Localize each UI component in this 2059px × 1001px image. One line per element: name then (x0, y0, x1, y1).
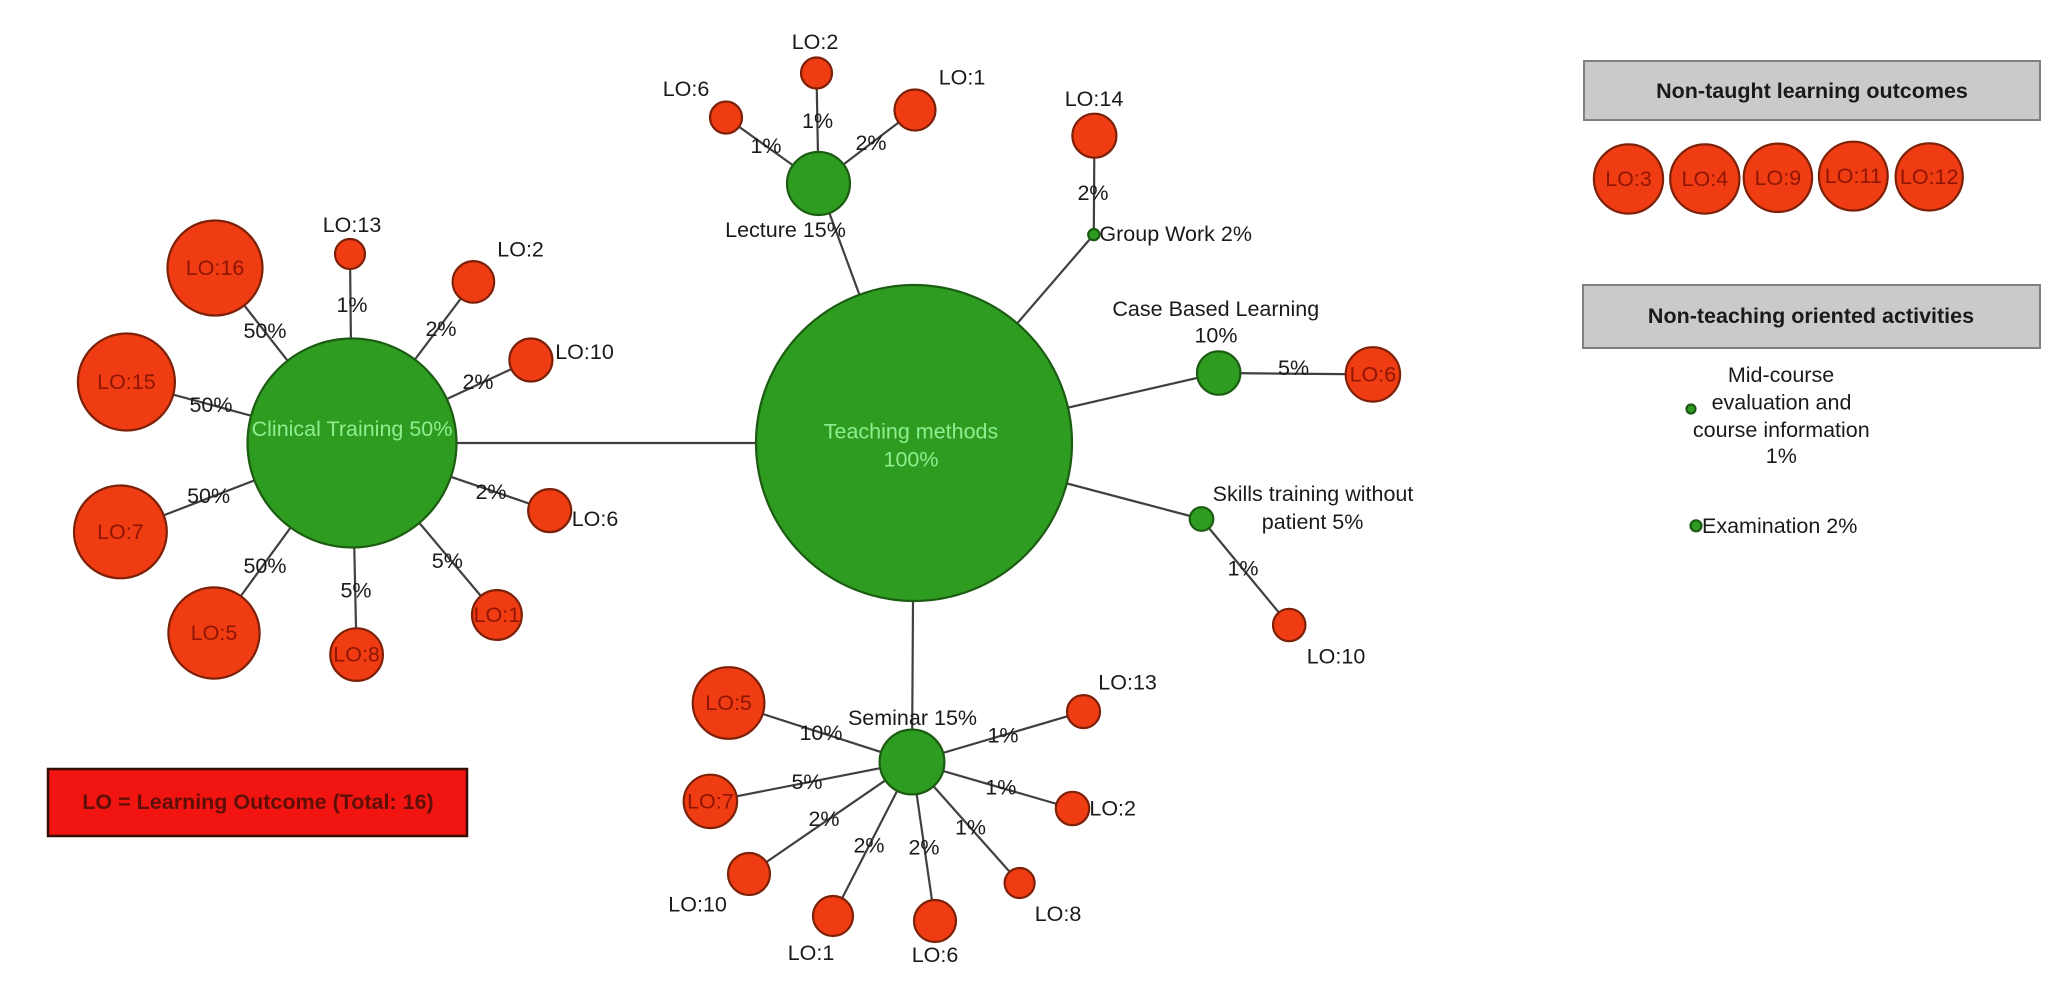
svg-text:LO:11: LO:11 (1825, 164, 1882, 188)
svg-text:Mid-course: Mid-course (1728, 363, 1834, 387)
svg-text:2%: 2% (908, 835, 939, 859)
svg-text:5%: 5% (1278, 356, 1309, 380)
svg-text:LO:15: LO:15 (97, 370, 156, 394)
svg-text:2%: 2% (855, 131, 886, 155)
svg-text:patient 5%: patient 5% (1262, 510, 1364, 534)
svg-text:LO:10: LO:10 (668, 893, 727, 917)
svg-text:Lecture 15%: Lecture 15% (725, 218, 846, 242)
svg-text:2%: 2% (425, 317, 456, 341)
svg-text:Non-teaching oriented activiti: Non-teaching oriented activities (1648, 304, 1974, 328)
svg-text:LO:8: LO:8 (333, 643, 380, 667)
svg-text:2%: 2% (853, 834, 884, 858)
svg-text:Seminar 15%: Seminar 15% (848, 706, 977, 730)
svg-text:course information: course information (1693, 418, 1870, 442)
svg-text:50%: 50% (187, 484, 230, 508)
svg-text:Case Based Learning: Case Based Learning (1112, 297, 1319, 321)
svg-text:LO:7: LO:7 (687, 789, 734, 813)
svg-text:LO:6: LO:6 (663, 77, 710, 101)
svg-text:LO:13: LO:13 (323, 213, 382, 237)
svg-text:50%: 50% (243, 319, 286, 343)
svg-text:LO:7: LO:7 (97, 520, 144, 544)
svg-text:LO:2: LO:2 (792, 30, 839, 54)
svg-text:1%: 1% (985, 775, 1016, 799)
svg-text:1%: 1% (750, 134, 781, 158)
svg-text:10%: 10% (799, 721, 842, 745)
svg-text:Group Work 2%: Group Work 2% (1099, 222, 1252, 246)
svg-text:LO:10: LO:10 (555, 340, 614, 364)
svg-text:2%: 2% (808, 807, 839, 831)
svg-text:10%: 10% (1194, 324, 1237, 348)
svg-text:LO:14: LO:14 (1065, 87, 1124, 111)
svg-text:Teaching methods: Teaching methods (824, 420, 999, 444)
svg-text:LO:6: LO:6 (1350, 362, 1397, 386)
svg-text:Clinical Training 50%: Clinical Training 50% (252, 417, 453, 441)
svg-text:LO:6: LO:6 (572, 507, 619, 531)
svg-text:LO:16: LO:16 (186, 256, 245, 280)
svg-text:LO:9: LO:9 (1755, 166, 1802, 190)
svg-text:LO:1: LO:1 (474, 603, 521, 627)
svg-text:100%: 100% (884, 448, 939, 472)
svg-text:1%: 1% (955, 815, 986, 839)
svg-text:LO:2: LO:2 (497, 238, 544, 262)
svg-text:LO:5: LO:5 (705, 691, 752, 715)
svg-text:LO:12: LO:12 (1900, 165, 1959, 189)
svg-text:2%: 2% (462, 370, 493, 394)
svg-text:1%: 1% (802, 109, 833, 133)
svg-text:5%: 5% (791, 770, 822, 794)
svg-text:LO:3: LO:3 (1605, 167, 1652, 191)
svg-text:LO:1: LO:1 (939, 66, 986, 90)
svg-text:LO:6: LO:6 (912, 943, 959, 967)
svg-text:2%: 2% (475, 480, 506, 504)
svg-text:LO:8: LO:8 (1035, 902, 1082, 926)
svg-text:5%: 5% (340, 579, 371, 603)
svg-text:LO:2: LO:2 (1089, 797, 1136, 821)
svg-text:1%: 1% (336, 293, 367, 317)
svg-text:50%: 50% (189, 393, 232, 417)
svg-text:Skills training without: Skills training without (1213, 482, 1414, 506)
svg-text:LO:10: LO:10 (1307, 645, 1366, 669)
svg-text:5%: 5% (432, 549, 463, 573)
svg-text:LO:13: LO:13 (1098, 671, 1157, 695)
svg-text:LO:1: LO:1 (788, 941, 835, 965)
svg-text:Non-taught learning outcomes: Non-taught learning outcomes (1656, 79, 1968, 103)
svg-text:50%: 50% (243, 554, 286, 578)
svg-text:LO = Learning Outcome (Total:: LO = Learning Outcome (Total: 16) (82, 790, 433, 814)
svg-text:1%: 1% (1766, 444, 1797, 468)
svg-text:evaluation and: evaluation and (1712, 391, 1852, 415)
svg-text:LO:4: LO:4 (1681, 167, 1728, 191)
svg-text:LO:5: LO:5 (191, 621, 238, 645)
svg-text:1%: 1% (987, 723, 1018, 747)
svg-text:1%: 1% (1227, 557, 1258, 581)
svg-text:Examination 2%: Examination 2% (1702, 514, 1857, 538)
svg-text:2%: 2% (1077, 181, 1108, 205)
